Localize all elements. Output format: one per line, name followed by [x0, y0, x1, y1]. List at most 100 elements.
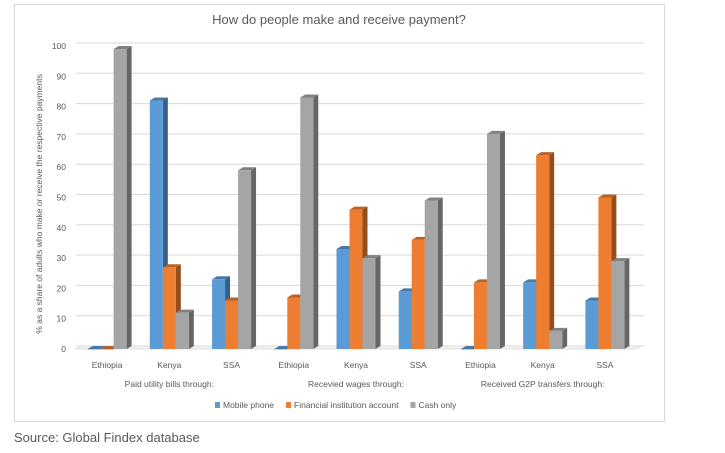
bar-top	[549, 327, 568, 331]
x-tick-labels: Ethiopia Kenya SSA Ethiopia Kenya SSA Ethiopia…	[92, 360, 614, 370]
bar-front	[598, 197, 612, 349]
bar-side	[375, 255, 381, 349]
bar-front	[549, 330, 563, 349]
y-axis-label: % as a share of adults who make or recei…	[34, 74, 44, 333]
y-tick-label: 30	[57, 253, 67, 263]
y-tick-label: 80	[57, 102, 67, 112]
bar-side	[624, 258, 630, 349]
bar-front	[523, 282, 537, 349]
bar-top	[212, 276, 231, 280]
y-tick-label: 40	[57, 223, 67, 233]
bar	[87, 346, 106, 350]
legend: Mobile phone Financial institution accoun…	[215, 400, 457, 410]
group-label: Recevied wages through:	[308, 379, 404, 389]
bar-top	[113, 46, 132, 50]
bar-front	[212, 279, 226, 349]
bar-top	[300, 94, 319, 98]
chart-title: How do people make and receive payment?	[212, 12, 466, 27]
y-tick-label: 50	[57, 193, 67, 203]
legend-swatch	[410, 402, 416, 408]
bar-front	[585, 300, 599, 349]
bars	[87, 46, 630, 350]
x-tick-label: Kenya	[344, 360, 368, 370]
y-tick-label: 90	[57, 71, 67, 81]
bar-top	[486, 130, 505, 134]
x-tick-label: Ethiopia	[92, 360, 123, 370]
bar-front	[336, 249, 350, 349]
bar-top	[162, 264, 181, 268]
y-tick-label: 10	[57, 314, 67, 324]
y-tick-label: 60	[57, 162, 67, 172]
bar-front	[100, 349, 114, 350]
bar-front	[398, 291, 412, 349]
legend-swatch	[286, 402, 292, 408]
y-tick-labels: 0 10 20 30 40 50 60 70 80 90 100	[52, 41, 66, 354]
bar-side	[188, 309, 194, 349]
bar-side	[549, 152, 555, 349]
y-tick-label: 70	[57, 132, 67, 142]
bar	[536, 152, 555, 349]
bar-top	[362, 255, 381, 259]
group-label: Paid utility bills through:	[125, 379, 214, 389]
bar-front	[460, 349, 474, 350]
bar-front	[238, 170, 252, 349]
bar-side	[437, 197, 443, 349]
bar-top	[87, 346, 106, 349]
bar-top	[149, 97, 168, 101]
bar-top	[611, 258, 630, 262]
bar-side	[562, 327, 568, 349]
bar-side	[499, 130, 505, 349]
bar	[611, 258, 630, 349]
bar-front	[300, 97, 314, 349]
x-tick-label: SSA	[596, 360, 613, 370]
bar-front	[113, 49, 127, 349]
bar-front	[349, 209, 363, 349]
bar-top	[349, 206, 368, 210]
bar-front	[175, 312, 189, 349]
bar-front	[162, 267, 176, 349]
bar-front	[225, 300, 239, 349]
bar-front	[611, 261, 625, 349]
bar-front	[424, 200, 438, 349]
bar-top	[175, 309, 194, 313]
bar-front	[362, 258, 376, 349]
bar-front	[274, 349, 288, 350]
bar-top	[238, 167, 257, 171]
bar-side	[251, 167, 257, 349]
source-note: Source: Global Findex database	[14, 430, 200, 445]
bar-top	[424, 197, 443, 201]
bar-front	[486, 133, 500, 349]
bar-front	[536, 155, 550, 349]
x-tick-label: SSA	[410, 360, 427, 370]
legend-swatch	[215, 402, 220, 408]
bar	[549, 327, 568, 349]
y-tick-label: 100	[52, 41, 66, 51]
bar	[175, 309, 194, 349]
bar	[486, 130, 505, 349]
bar-front	[473, 282, 487, 349]
x-tick-label: Kenya	[157, 360, 181, 370]
bar-front	[411, 239, 425, 349]
group-labels: Paid utility bills through: Recevied wage…	[125, 379, 605, 389]
x-tick-label: Ethiopia	[278, 360, 309, 370]
legend-label: Cash only	[418, 400, 457, 410]
bar	[362, 255, 381, 349]
bar-front	[87, 349, 101, 350]
x-tick-label: Kenya	[531, 360, 555, 370]
bar-top	[598, 194, 617, 198]
y-tick-label: 0	[61, 344, 66, 354]
bar-side	[313, 94, 319, 349]
x-tick-label: Ethiopia	[465, 360, 496, 370]
bar	[424, 197, 443, 349]
legend-label: Mobile phone	[223, 400, 274, 410]
bar-side	[126, 46, 132, 349]
y-tick-label: 20	[57, 283, 67, 293]
bar-top	[536, 152, 555, 156]
bar-front	[149, 100, 163, 349]
bar	[113, 46, 132, 349]
bar	[238, 167, 257, 349]
bar-front	[287, 297, 301, 349]
bar	[300, 94, 319, 349]
legend-label: Financial institution account	[294, 400, 399, 410]
